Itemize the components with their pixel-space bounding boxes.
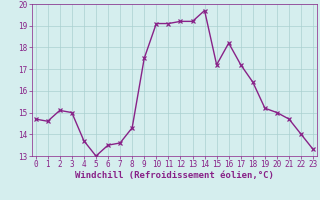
X-axis label: Windchill (Refroidissement éolien,°C): Windchill (Refroidissement éolien,°C) — [75, 171, 274, 180]
